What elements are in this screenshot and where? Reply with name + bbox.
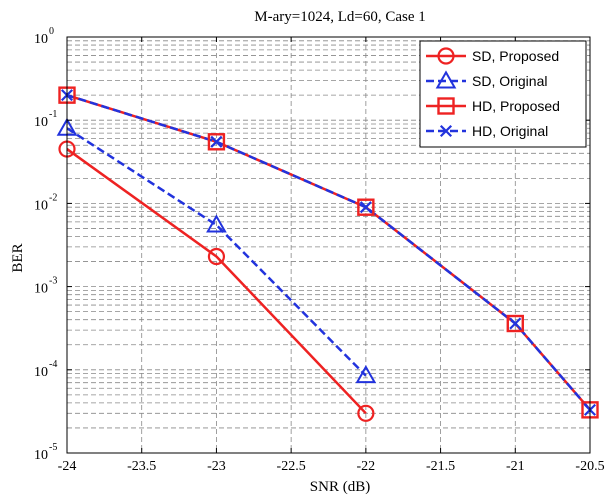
y-tick-label-base: 10: [34, 448, 48, 463]
marker-triangle: [435, 70, 457, 89]
y-tick-label-exponent: -3: [49, 276, 57, 287]
y-axis-label: BER: [10, 243, 26, 272]
marker-square: [207, 133, 226, 151]
marker-square: [437, 97, 455, 115]
x-tick-label: -21: [506, 459, 525, 474]
y-tick-label: 10-1: [34, 109, 57, 130]
axis-ticks: -24 -23.5 -23 -22.5 -22 -21.5 -21 -20.510010-11…: [34, 26, 605, 474]
x-tick-label: -23: [207, 459, 226, 474]
marker-circle: [437, 47, 455, 65]
y-tick-label-base: 10: [34, 365, 48, 380]
x-tick-label: -22.5: [277, 459, 306, 474]
chart-title: M-ary=1024, Ld=60, Case 1: [254, 9, 425, 25]
marker-square: [357, 198, 375, 216]
legend-label: HD, Original: [472, 123, 548, 139]
y-tick-label-exponent: -5: [49, 442, 57, 453]
y-tick-label: 10-4: [34, 359, 57, 380]
y-tick-label: 10-5: [34, 442, 57, 463]
y-tick-label-exponent: -2: [49, 192, 57, 203]
marker-x: [439, 124, 453, 138]
marker-x: [359, 201, 372, 214]
series-line: [66, 148, 367, 415]
marker-triangle: [355, 365, 377, 384]
y-tick-label-base: 10: [34, 115, 48, 130]
marker-square: [506, 314, 524, 333]
x-tick-label: -21.5: [426, 459, 455, 474]
y-tick-label-base: 10: [34, 198, 48, 213]
marker-x: [509, 317, 522, 330]
legend: SD, Proposed SD, Original HD, Proposed HD, …: [419, 40, 587, 148]
y-tick-label-base: 10: [34, 282, 48, 297]
x-tick-label: -20.5: [575, 459, 604, 474]
y-tick-label-exponent: -4: [49, 359, 57, 370]
y-tick-label: 10-2: [34, 192, 57, 213]
y-tick-label-exponent: -1: [49, 109, 57, 120]
marker-circle: [207, 247, 226, 266]
y-tick-label-exponent: 0: [49, 26, 54, 37]
x-tick-label: -24: [58, 459, 77, 474]
marker-circle: [357, 404, 375, 422]
marker-x: [210, 135, 223, 148]
plot-frame: [66, 36, 591, 454]
x-tick-label: -22: [357, 459, 376, 474]
y-tick-label: 10-3: [34, 276, 57, 297]
legend-label: SD, Proposed: [472, 48, 559, 64]
legend-label: HD, Proposed: [472, 98, 560, 114]
x-tick-label: -23.5: [127, 459, 156, 474]
y-tick-label: 100: [34, 26, 54, 47]
x-axis-label: SNR (dB): [310, 479, 370, 495]
legend-label: SD, Original: [472, 73, 547, 89]
y-tick-label-base: 10: [34, 32, 48, 47]
marker-triangle: [206, 214, 227, 233]
series-line: [66, 127, 367, 377]
